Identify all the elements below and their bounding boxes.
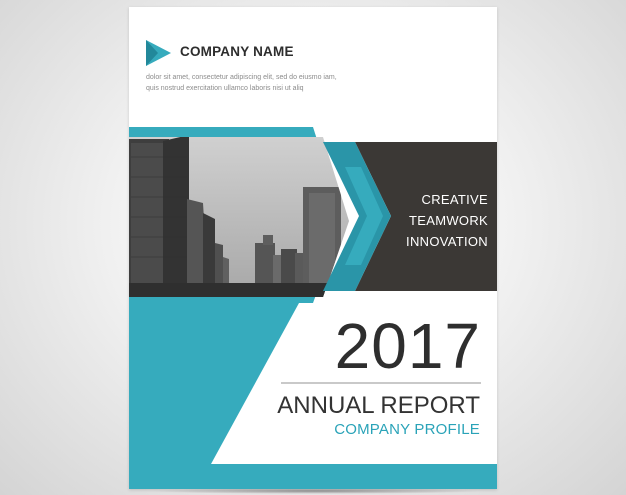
report-subtitle: COMPANY PROFILE: [334, 421, 480, 438]
teal-lower-band: [129, 303, 299, 464]
report-title: ANNUAL REPORT: [277, 392, 480, 419]
dark-tagline-panel: [355, 142, 497, 291]
title-divider: [281, 382, 481, 384]
company-description: dolor sit amet, consectetur adipiscing e…: [146, 74, 337, 92]
tagline-line: INNOVATION: [406, 234, 488, 249]
tagline: CREATIVE TEAMWORK INNOVATION: [384, 189, 488, 252]
report-year: 2017: [334, 310, 481, 382]
report-cover: COMPANY NAME dolor sit amet, consectetur…: [129, 7, 497, 489]
teal-bottom-strip: [129, 464, 497, 489]
page-shadow: [150, 488, 480, 494]
chevron-inner-icon: [345, 167, 383, 265]
tagline-line: CREATIVE: [421, 192, 488, 207]
play-triangle-icon: [146, 40, 171, 66]
cover-artwork: [129, 127, 497, 489]
company-name: COMPANY NAME: [180, 44, 294, 59]
tagline-line: TEAMWORK: [409, 213, 488, 228]
city-skyline-photo: [129, 137, 349, 297]
